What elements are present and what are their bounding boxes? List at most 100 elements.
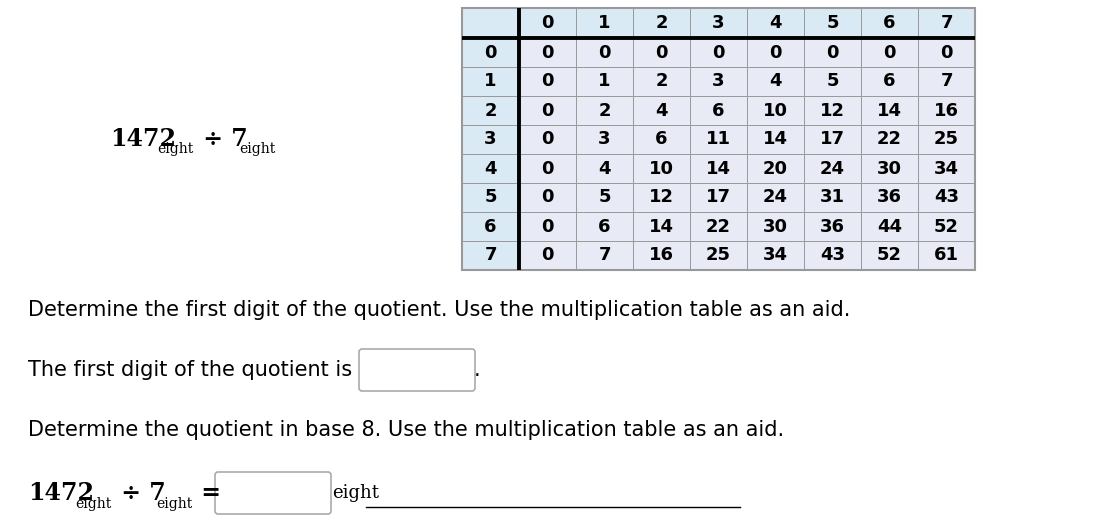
Text: 25: 25 [934, 131, 959, 149]
Bar [918, 212, 975, 241]
Text: 24: 24 [763, 188, 788, 207]
Text: 52: 52 [934, 218, 959, 235]
Text: 6: 6 [655, 131, 668, 149]
Text: 3: 3 [712, 14, 725, 32]
Text: 61: 61 [934, 246, 959, 265]
Bar [747, 241, 804, 270]
Bar [633, 96, 690, 125]
Bar [633, 241, 690, 270]
Text: 2: 2 [598, 101, 611, 119]
Text: 22: 22 [877, 131, 902, 149]
Bar [633, 154, 690, 183]
Text: 4: 4 [770, 73, 782, 90]
Bar [462, 8, 519, 38]
Text: 17: 17 [706, 188, 731, 207]
Text: 17: 17 [820, 131, 845, 149]
Bar [861, 212, 918, 241]
Bar [690, 8, 747, 38]
Bar [576, 8, 633, 38]
Text: 16: 16 [649, 246, 675, 265]
Text: 4: 4 [598, 160, 611, 177]
Text: 0: 0 [712, 43, 725, 62]
Text: 1472: 1472 [28, 481, 94, 505]
Bar [633, 212, 690, 241]
Text: 6: 6 [712, 101, 725, 119]
Text: Determine the first digit of the quotient. Use the multiplication table as an ai: Determine the first digit of the quotien… [28, 300, 851, 320]
Bar [690, 154, 747, 183]
Text: 6: 6 [484, 218, 497, 235]
Bar [861, 96, 918, 125]
Text: 4: 4 [655, 101, 668, 119]
Text: 36: 36 [820, 218, 845, 235]
Text: 11: 11 [706, 131, 731, 149]
Text: 12: 12 [820, 101, 845, 119]
Bar [861, 241, 918, 270]
Text: 0: 0 [541, 131, 554, 149]
Text: 0: 0 [770, 43, 782, 62]
Text: 0: 0 [941, 43, 953, 62]
Bar [690, 125, 747, 154]
Text: 20: 20 [763, 160, 788, 177]
Text: 0: 0 [484, 43, 497, 62]
Bar [519, 212, 576, 241]
Bar [576, 212, 633, 241]
Bar [804, 125, 861, 154]
Text: 3: 3 [484, 131, 497, 149]
Text: 25: 25 [706, 246, 731, 265]
Bar [804, 241, 861, 270]
Text: ÷ 7: ÷ 7 [195, 127, 247, 151]
Text: eight: eight [155, 497, 193, 511]
Bar [633, 38, 690, 67]
Bar [462, 67, 519, 96]
Text: 4: 4 [770, 14, 782, 32]
Text: 2: 2 [655, 73, 668, 90]
Bar [918, 154, 975, 183]
Bar [633, 125, 690, 154]
Text: eight: eight [74, 497, 112, 511]
Text: 12: 12 [649, 188, 675, 207]
Bar [462, 154, 519, 183]
Bar [519, 154, 576, 183]
Bar [918, 67, 975, 96]
Bar [462, 96, 519, 125]
Text: 0: 0 [541, 246, 554, 265]
Text: 7: 7 [598, 246, 611, 265]
Text: eight: eight [157, 142, 193, 156]
Text: 0: 0 [541, 14, 554, 32]
Bar [633, 8, 690, 38]
Text: 1: 1 [484, 73, 497, 90]
Text: 5: 5 [484, 188, 497, 207]
Text: 5: 5 [827, 73, 839, 90]
Text: 14: 14 [877, 101, 902, 119]
Text: 10: 10 [649, 160, 675, 177]
Text: .: . [474, 360, 481, 380]
Bar [918, 38, 975, 67]
Bar [690, 67, 747, 96]
Bar [747, 212, 804, 241]
Text: 0: 0 [598, 43, 611, 62]
Bar [462, 38, 519, 67]
Text: 6: 6 [884, 73, 896, 90]
Text: 0: 0 [541, 218, 554, 235]
Bar [519, 183, 576, 212]
Bar [462, 183, 519, 212]
Bar [861, 183, 918, 212]
Bar [861, 154, 918, 183]
Text: 7: 7 [941, 14, 953, 32]
Text: 24: 24 [820, 160, 845, 177]
Bar [918, 241, 975, 270]
Bar [690, 183, 747, 212]
Bar [576, 241, 633, 270]
Text: 5: 5 [827, 14, 839, 32]
Text: 43: 43 [934, 188, 959, 207]
Bar [633, 67, 690, 96]
Bar [519, 8, 576, 38]
Bar [918, 8, 975, 38]
Text: 30: 30 [763, 218, 788, 235]
Text: 6: 6 [884, 14, 896, 32]
Text: 34: 34 [934, 160, 959, 177]
Bar [690, 96, 747, 125]
Text: 1472: 1472 [110, 127, 176, 151]
Bar [861, 38, 918, 67]
Bar [519, 241, 576, 270]
